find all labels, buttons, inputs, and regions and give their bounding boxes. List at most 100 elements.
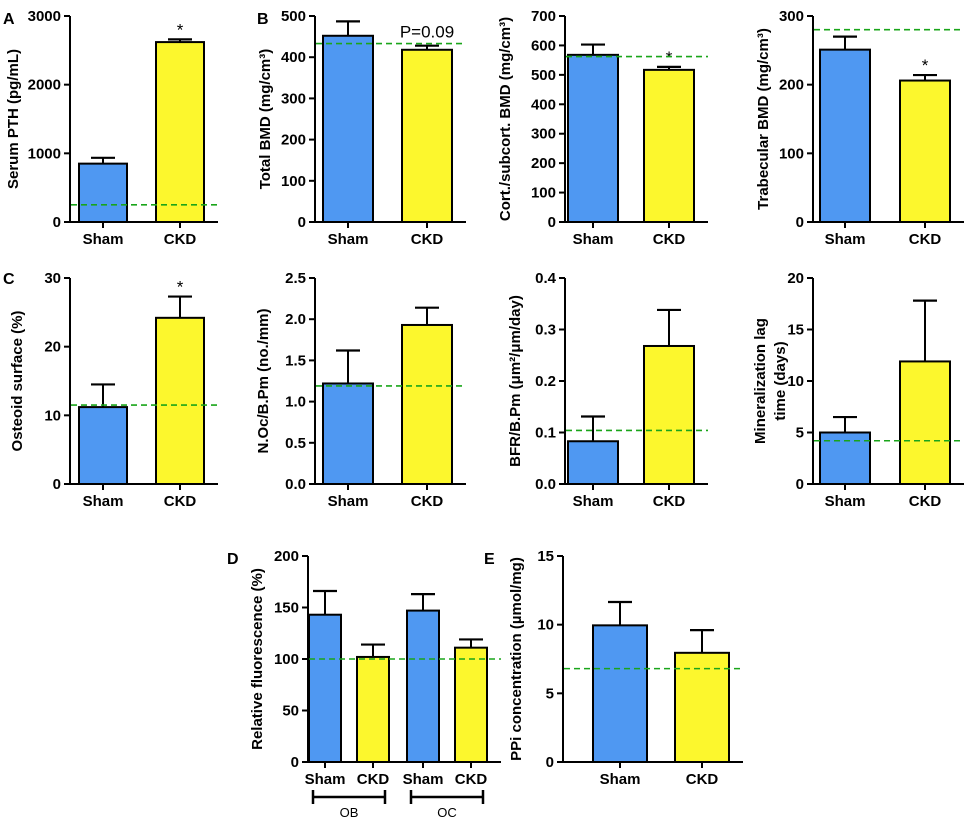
y-tick-label: 0 <box>546 754 554 771</box>
y-tick-label: 20 <box>787 270 804 287</box>
y-tick-label: 700 <box>531 8 556 25</box>
bar-ckd <box>900 361 950 484</box>
y-tick-label: 100 <box>274 651 299 668</box>
y-tick-label: 0 <box>53 476 61 493</box>
bar-sham <box>568 441 618 484</box>
panel-letter: E <box>484 551 495 568</box>
panel-letter: A <box>3 11 15 28</box>
bar-ckd <box>402 325 452 484</box>
y-tick-label: 2000 <box>28 77 61 94</box>
x-tick-label: Sham <box>573 231 614 248</box>
x-tick-label: CKD <box>686 771 719 788</box>
x-tick-label: Sham <box>825 231 866 248</box>
significance-marker: * <box>922 56 929 75</box>
x-tick-label: CKD <box>164 231 197 248</box>
x-tick-label: Sham <box>328 231 369 248</box>
chart-panel-1: A 0 1000 2000 3000 Sham CKD * Serum PTH (pg/mL) <box>3 8 218 248</box>
chart-panel-8: 0 5 10 15 20 Sham CKD Mineralization lag time (d… <box>752 270 964 510</box>
x-tick-label: CKD <box>455 771 488 788</box>
group-label: OB <box>340 805 359 820</box>
y-tick-label: 200 <box>281 132 306 149</box>
x-tick-label: Sham <box>573 493 614 510</box>
bar-ckd <box>402 50 452 222</box>
bar-ckd <box>357 657 389 762</box>
y-tick-label: 0 <box>298 214 306 231</box>
x-tick-label: CKD <box>164 493 197 510</box>
y-tick-label: 2.0 <box>285 311 306 328</box>
y-tick-label: 0 <box>796 476 804 493</box>
y-tick-label: 300 <box>531 126 556 143</box>
x-tick-label: CKD <box>411 493 444 510</box>
y-tick-label: 20 <box>44 339 61 356</box>
y-tick-label: 3000 <box>28 8 61 25</box>
chart-panel-3: 0 100 200 300 400 500 600 700 Sham CKD * Cort./subc… <box>497 8 708 248</box>
group-label: OC <box>437 805 457 820</box>
y-tick-label: 1.0 <box>285 394 306 411</box>
x-tick-label: CKD <box>653 231 686 248</box>
y-axis-title: time (days) <box>772 341 789 420</box>
bar-sham <box>323 36 373 222</box>
bar-sham <box>820 50 870 222</box>
y-tick-label: 15 <box>537 548 554 565</box>
bar-sham <box>407 611 439 762</box>
y-tick-label: 10 <box>537 617 554 634</box>
y-axis-title: Mineralization lag <box>752 318 769 444</box>
y-axis-title: Trabecular BMD (mg/cm³) <box>755 28 772 210</box>
y-tick-label: 50 <box>282 703 299 720</box>
y-tick-label: 100 <box>281 173 306 190</box>
bar-sham <box>79 164 127 222</box>
bar-sham <box>79 407 127 484</box>
bar-ckd <box>644 70 694 222</box>
bar-ckd <box>156 42 204 222</box>
y-tick-label: 30 <box>44 270 61 287</box>
y-axis-title: Cort./subcort. BMD (mg/cm³) <box>497 17 514 221</box>
y-tick-label: 200 <box>274 548 299 565</box>
chart-panel-2: B 0 100 200 300 400 500 Sham CKD P=0.09 Total BMD … <box>257 8 466 248</box>
y-tick-label: 100 <box>779 145 804 162</box>
y-tick-label: 300 <box>779 8 804 25</box>
x-tick-label: CKD <box>909 231 942 248</box>
chart-panel-9: D 0 50 100 150 200 Sham CKD Sham CKD Relative fluo… <box>227 548 501 820</box>
y-tick-label: 0.0 <box>285 476 306 493</box>
x-tick-label: Sham <box>83 493 124 510</box>
y-tick-label: 500 <box>281 8 306 25</box>
panel-letter: B <box>257 11 269 28</box>
y-tick-label: 0.5 <box>285 435 306 452</box>
y-axis-title: Osteoid surface (%) <box>9 311 26 452</box>
panel-letter: D <box>227 551 239 568</box>
y-axis-title: Total BMD (mg/cm³) <box>257 49 274 190</box>
y-tick-label: 0 <box>291 754 299 771</box>
y-tick-label: 0 <box>53 214 61 231</box>
y-tick-label: 0.0 <box>535 476 556 493</box>
significance-marker: * <box>177 278 184 297</box>
y-tick-label: 0.1 <box>535 425 556 442</box>
panel-letter: C <box>3 271 15 288</box>
bar-sham <box>568 55 618 222</box>
y-tick-label: 150 <box>274 600 299 617</box>
y-tick-label: 0.3 <box>535 322 556 339</box>
y-tick-label: 0.2 <box>535 373 556 390</box>
bar-ckd <box>455 648 487 762</box>
y-tick-label: 200 <box>779 77 804 94</box>
y-tick-label: 600 <box>531 37 556 54</box>
y-axis-title: N.Oc/B.Pm (no./mm) <box>255 308 272 453</box>
significance-marker: * <box>666 48 673 67</box>
x-tick-label: CKD <box>357 771 390 788</box>
y-axis-title: PPi concentration (µmol/mg) <box>508 557 525 761</box>
bar-ckd <box>675 653 729 762</box>
y-tick-label: 10 <box>787 373 804 390</box>
y-tick-label: 300 <box>281 90 306 107</box>
x-tick-label: Sham <box>83 231 124 248</box>
figure: A0100020003000Sham CKD*Serum PTH (pg/mL)B… <box>0 0 965 820</box>
x-tick-label: Sham <box>328 493 369 510</box>
y-tick-label: 0 <box>548 214 556 231</box>
x-tick-label: CKD <box>653 493 686 510</box>
y-axis-title: BFR/B.Pm (μm²/μm/day) <box>507 295 524 467</box>
bar-sham <box>309 615 341 762</box>
y-tick-label: 500 <box>531 67 556 84</box>
y-tick-label: 100 <box>531 185 556 202</box>
x-tick-label: Sham <box>403 771 444 788</box>
y-tick-label: 1.5 <box>285 352 306 369</box>
y-axis-title: Serum PTH (pg/mL) <box>5 49 22 189</box>
chart-panel-4: 0 100 200 300 Sham CKD * Trabecular BMD (mg/cm³… <box>755 8 964 248</box>
